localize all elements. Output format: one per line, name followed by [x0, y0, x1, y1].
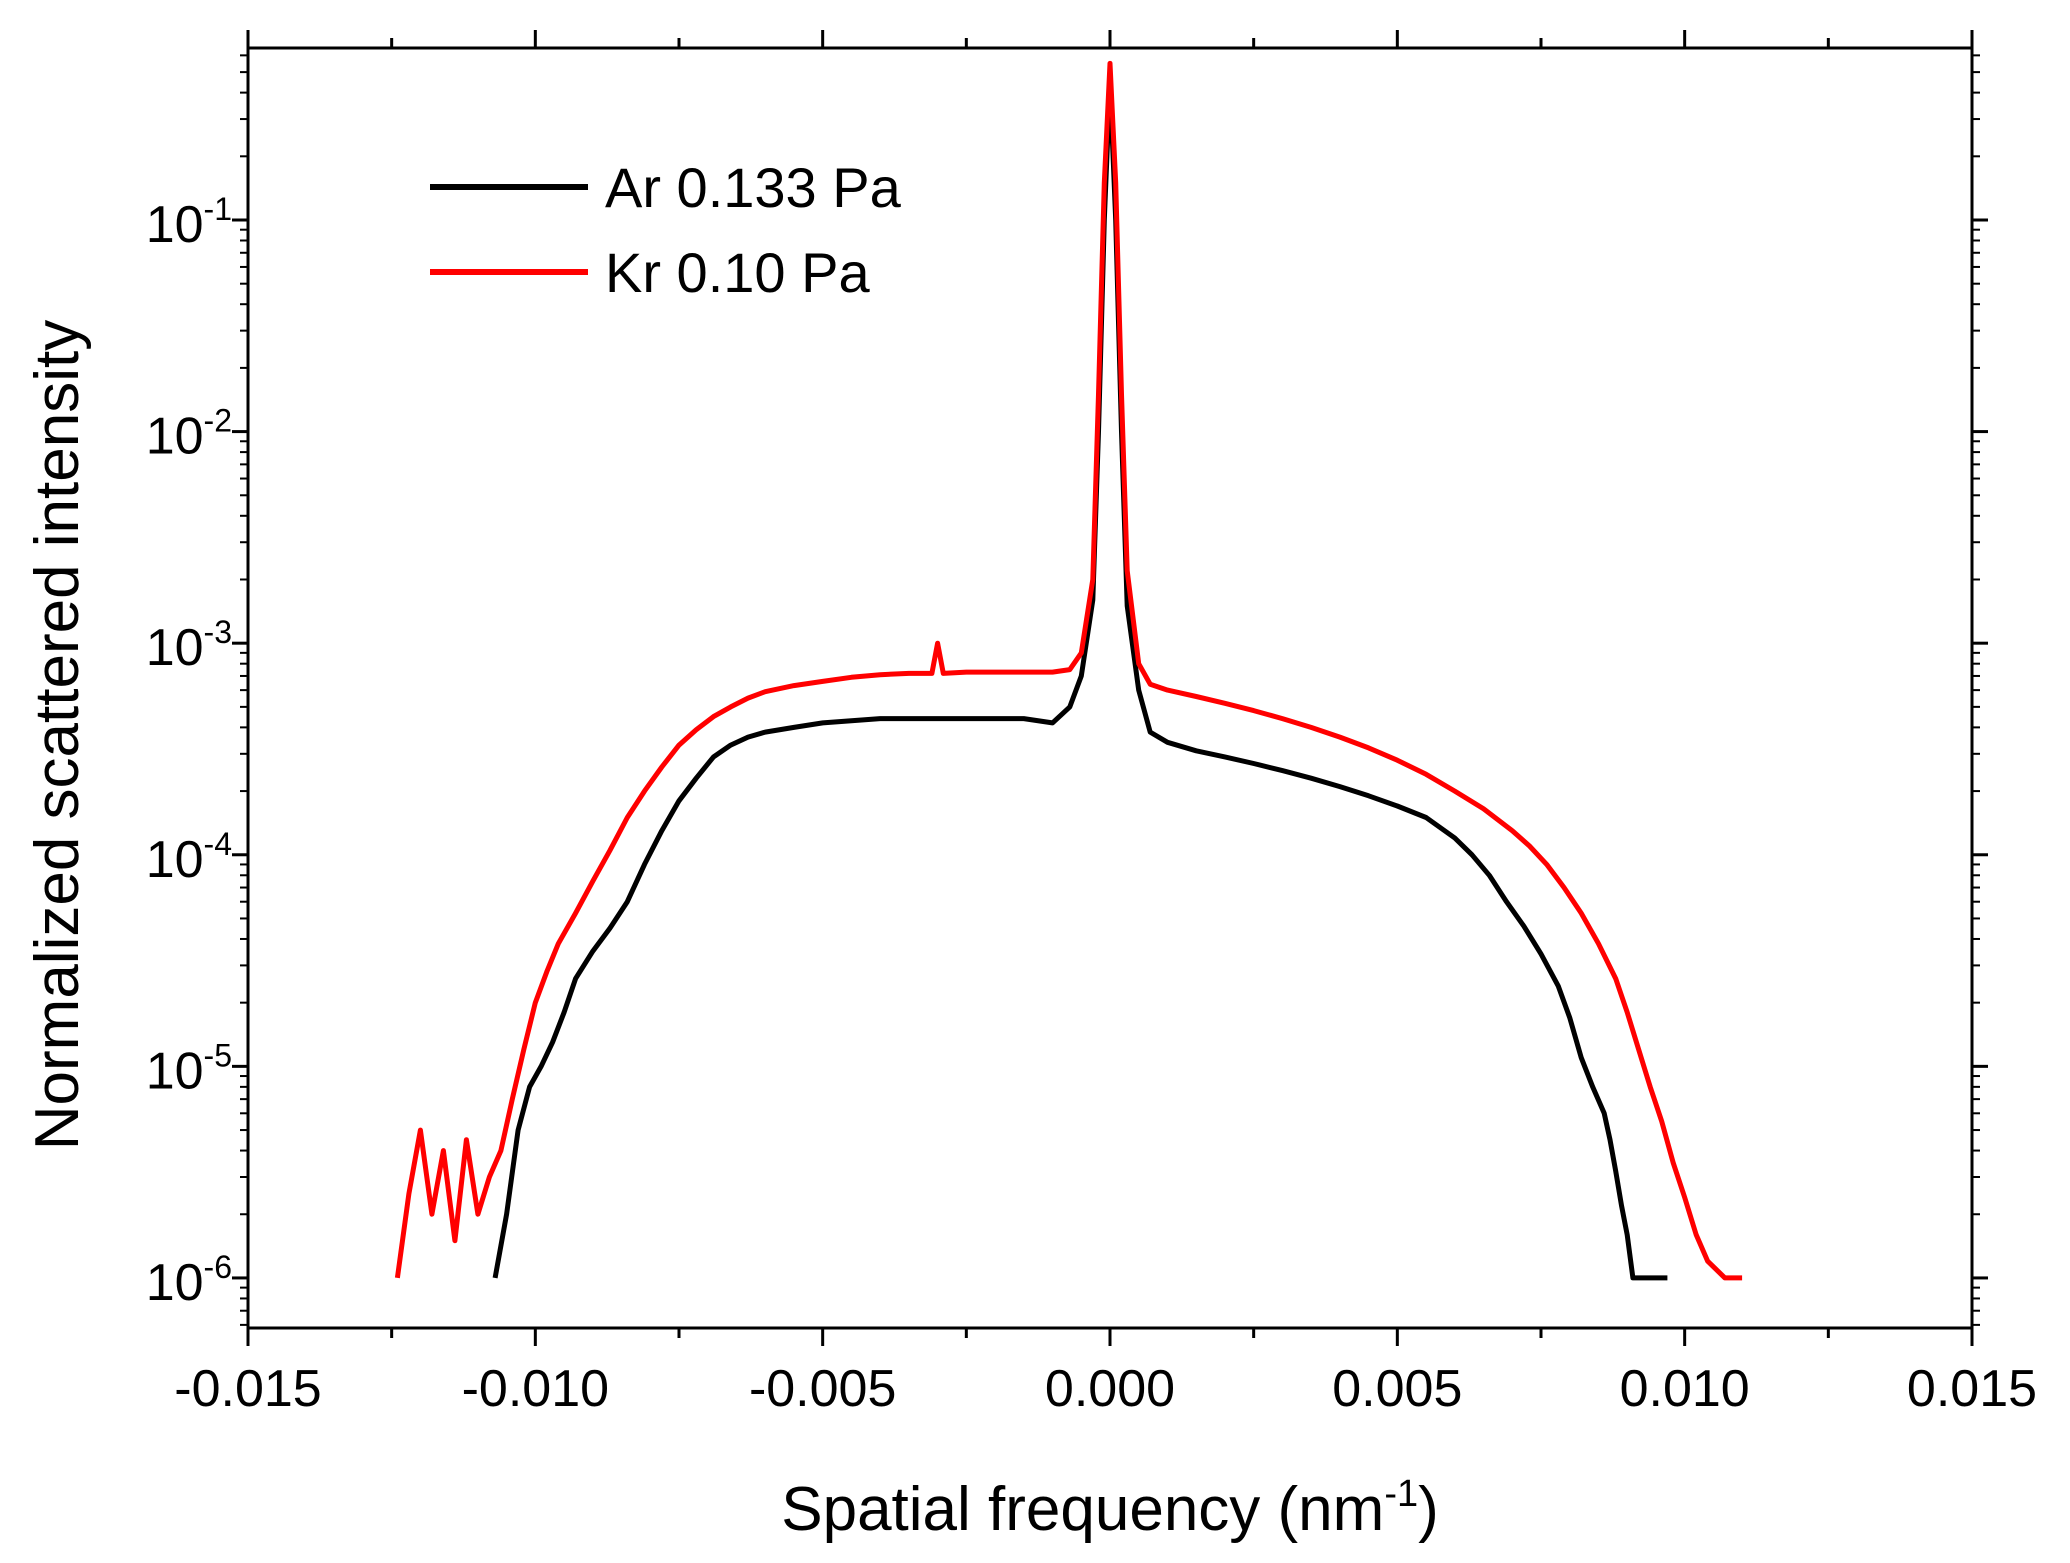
x-axis-title-suffix: ): [1418, 1475, 1439, 1544]
legend: Ar 0.133 Pa Kr 0.10 Pa: [430, 156, 902, 304]
y-tick-label: 10-3: [146, 614, 232, 677]
y-tick-label: 10-6: [146, 1249, 232, 1312]
x-axis: -0.015 -0.010 -0.005 0.000 0.005 0.010 0.015: [174, 30, 2037, 1418]
x-tick-label: -0.005: [749, 1360, 896, 1418]
x-axis-title: Spatial frequency (nm-1): [781, 1473, 1439, 1544]
x-tick-label: 0.010: [1620, 1360, 1750, 1418]
y-tick-label: 10-2: [146, 403, 232, 466]
series-layer: [394, 60, 1743, 1281]
y-axis: 10-6 10-5 10-4 10-3 10-2 10-1: [146, 54, 1988, 1326]
x-tick-label: -0.010: [462, 1360, 609, 1418]
y-tick-label: 10-1: [146, 191, 232, 254]
y-tick-label: 10-5: [146, 1037, 232, 1100]
legend-label-ar: Ar 0.133 Pa: [605, 156, 902, 219]
x-tick-label: 0.015: [1907, 1360, 2037, 1418]
y-axis-title: Normalized scattered intensity: [23, 320, 92, 1150]
x-axis-title-text: Spatial frequency (nm: [781, 1475, 1384, 1544]
y-tick-label: 10-4: [146, 826, 232, 889]
x-tick-label: 0.005: [1332, 1360, 1462, 1418]
x-tick-label: -0.015: [174, 1360, 321, 1418]
legend-label-kr: Kr 0.10 Pa: [605, 241, 870, 304]
series-line-kr: [394, 60, 1743, 1281]
x-tick-label: 0.000: [1045, 1360, 1175, 1418]
x-axis-title-exponent: -1: [1384, 1473, 1418, 1515]
